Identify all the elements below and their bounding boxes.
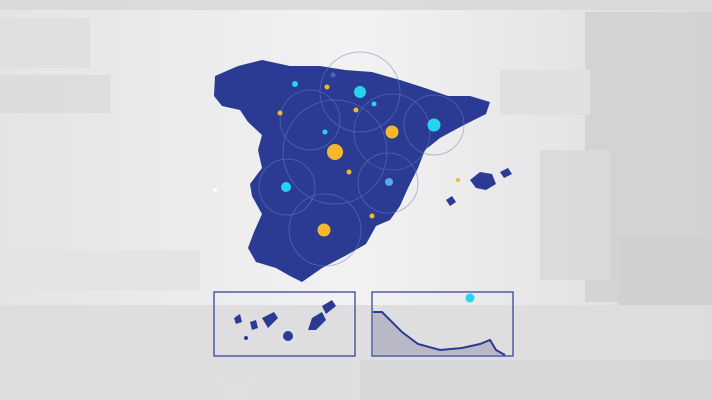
map-dots [213,72,460,237]
range-rings [258,51,465,267]
map-spain [214,60,512,282]
inset-ceuta-melilla [371,291,514,357]
inset-canary-islands [213,291,356,357]
